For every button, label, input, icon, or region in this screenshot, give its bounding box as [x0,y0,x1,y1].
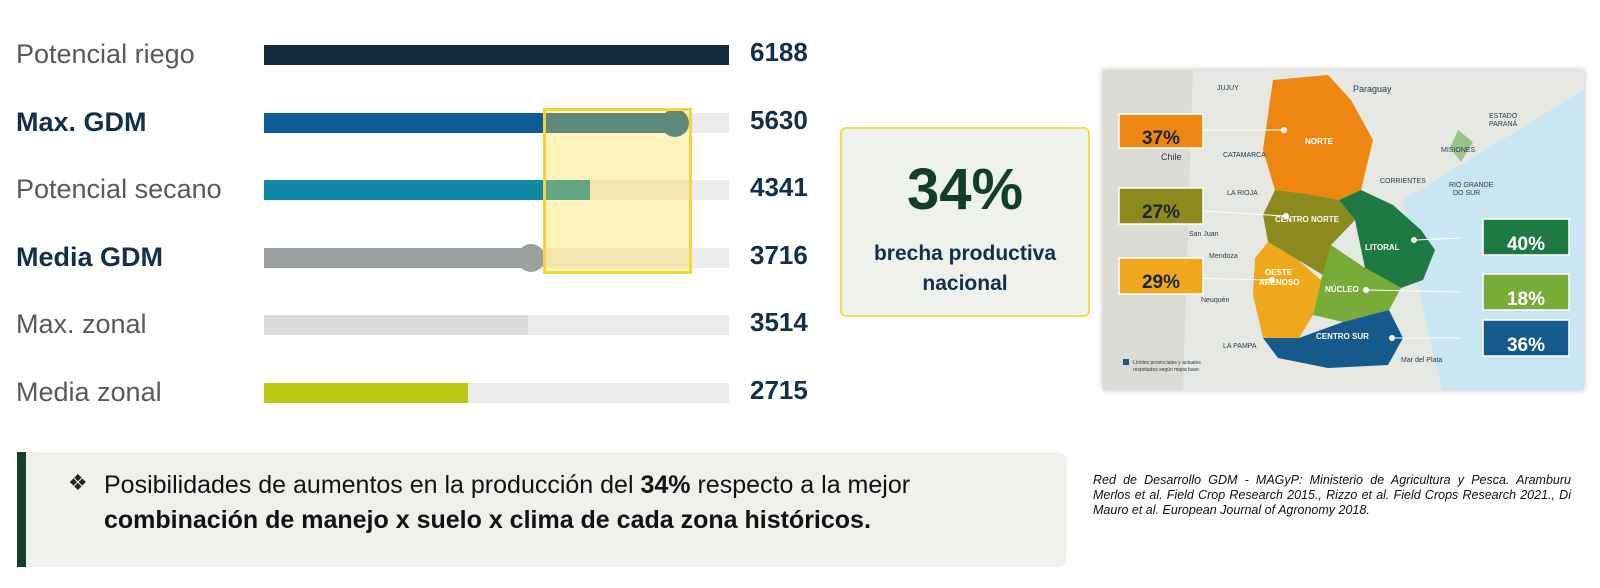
note-bold: combinación de manejo x suelo x clima de… [104,506,871,534]
regions-map-svg: JUJUY Paraguay ESTADO PARANÁ Chile CATAM… [1103,70,1584,390]
bar-label: Max. GDM [16,106,147,137]
bar-track [264,108,729,137]
bar-value-label: 3514 [750,307,808,337]
region-litoral [1339,190,1435,288]
national-gap-percent: 34% [906,157,1024,222]
bar-value-label: 6188 [750,37,808,67]
region-label-nucleo: NÚCLEO [1325,285,1359,294]
note-text-a: Posibilidades de aumentos en la producci… [104,471,641,499]
region-label-centro-norte: CENTRO NORTE [1275,215,1340,224]
map-legend-line1: Límites provinciales y actuales [1133,360,1201,366]
region-label-litoral: LITORAL [1365,243,1400,252]
region-centro-sur [1263,310,1403,368]
bar-label: Potencial riego [16,39,195,69]
label-estado-2: PARANÁ [1489,119,1518,128]
region-oeste-arenoso [1253,242,1321,338]
national-gap-card: 34% brecha productiva nacional [840,127,1090,317]
national-gap-label-line2: nacional [922,272,1008,295]
bar-track [264,243,729,272]
svg-text:29%: 29% [1142,272,1180,293]
bar-label: Media GDM [16,241,164,272]
label-la-pampa: LA PAMPA [1223,343,1257,350]
label-corrientes: CORRIENTES [1380,178,1426,185]
national-gap-label-line1: brecha productiva [873,242,1057,265]
yield-gap-bar-chart: Potencial riego 6188 Max. GDM 5630 Potencial… [0,0,830,430]
region-label-oeste-1: OESTE [1265,268,1293,277]
svg-text:37%: 37% [1142,128,1180,149]
gap-highlight-box [543,108,692,274]
bar-track [264,382,729,403]
bar-end-cap [661,108,690,137]
label-la-rioja: LA RIOJA [1227,190,1258,197]
bar-value-label: 5630 [750,104,808,135]
gap-badge-nucleo: 18% [1482,273,1570,311]
label-misiones: MISIONES [1441,147,1476,154]
label-neuquen: Neuquén [1201,297,1230,304]
regions-map: JUJUY Paraguay ESTADO PARANÁ Chile CATAM… [1103,70,1584,390]
bar-label: Max. zonal [16,309,147,339]
note-pct: 34% [640,471,691,499]
label-estado-1: ESTADO [1489,113,1518,120]
note-text: Posibilidades de aumentos en la producci… [104,468,1064,538]
misiones-shape [1450,130,1473,162]
label-jujuy: JUJUY [1217,85,1239,92]
bar [264,112,676,133]
label-rio-grande-2: DO SUR [1453,190,1480,197]
bar [264,180,591,200]
map-legend-line2: respetados según mapa base [1133,367,1199,373]
svg-text:40%: 40% [1507,234,1545,255]
region-label-norte: NORTE [1305,137,1334,146]
region-label-centro-sur: CENTRO SUR [1316,332,1369,341]
bar-track [264,45,729,65]
bar-label: Potencial secano [16,174,222,204]
bar [264,382,469,403]
region-centro-norte [1263,190,1355,275]
map-andes [1103,70,1193,390]
label-mar-del-plata: Mar del Plata [1401,357,1442,364]
gap-badge-oeste-arenoso: 29% [1118,257,1204,295]
note-box: ❖ Posibilidades de aumentos en la produc… [17,452,1067,567]
label-mendoza: Mendoza [1209,253,1238,260]
map-legend-swatch [1123,359,1129,365]
gap-badge-centro-sur: 36% [1482,319,1570,357]
gap-badge-norte: 37% [1118,113,1204,149]
bar-value-label: 3716 [750,239,808,270]
references: Red de Desarrollo GDM - MAGyP: Ministeri… [1093,473,1571,517]
bar [264,247,532,268]
svg-text:36%: 36% [1507,335,1545,356]
bullet-diamond-icon: ❖ [68,470,88,495]
bar [264,45,729,65]
bar-value-label: 2715 [750,374,808,405]
bar [264,315,529,335]
label-san-juan: San Juan [1189,231,1219,238]
bar-end-cap [517,243,546,272]
label-paraguay: Paraguay [1353,84,1392,94]
region-norte [1263,75,1373,200]
bar-label: Media zonal [16,376,162,407]
label-catamarca: CATAMARCA [1223,152,1266,159]
gap-badge-centro-norte: 27% [1118,187,1204,225]
label-chile: Chile [1161,152,1182,162]
label-rio-grande-1: RIO GRANDE [1449,182,1494,189]
national-gap-label: brecha productiva nacional [842,239,1088,299]
bar-track [264,315,729,335]
bar-track [264,180,729,200]
svg-text:18%: 18% [1507,289,1545,310]
region-label-oeste-2: ARENOSO [1259,278,1299,287]
svg-text:27%: 27% [1142,202,1180,223]
region-nucleo [1313,245,1401,322]
gap-badge-litoral: 40% [1482,218,1570,256]
note-text-b: respecto a la mejor [690,471,911,499]
bar-value-label: 4341 [750,172,808,202]
